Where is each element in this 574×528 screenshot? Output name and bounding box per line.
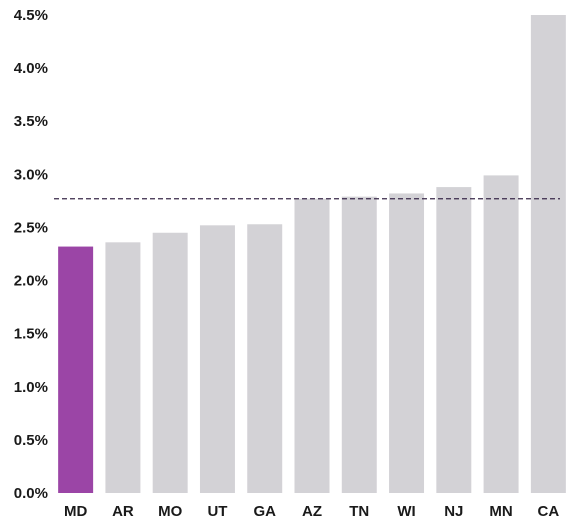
y-tick-label: 3.5% bbox=[14, 113, 48, 130]
bars bbox=[58, 15, 566, 493]
y-tick-label: 4.0% bbox=[14, 60, 48, 77]
y-tick-label: 1.5% bbox=[14, 326, 48, 343]
y-tick-label: 4.5% bbox=[14, 7, 48, 24]
bar-md bbox=[58, 246, 94, 493]
x-axis: MD AR MO UT GA AZ TN WI NJ MN CA bbox=[64, 503, 559, 520]
bar-ca bbox=[530, 15, 566, 493]
bar-az bbox=[294, 198, 330, 493]
bar-ar bbox=[105, 242, 141, 493]
x-tick-label-mn: MN bbox=[489, 503, 512, 520]
bar-wi bbox=[389, 193, 425, 493]
x-tick-label-az: AZ bbox=[302, 503, 322, 520]
x-tick-label-nj: NJ bbox=[444, 503, 463, 520]
bar-nj bbox=[436, 187, 472, 493]
y-tick-label: 3.0% bbox=[14, 166, 48, 183]
bar-ga bbox=[247, 224, 283, 493]
y-tick-label: 2.0% bbox=[14, 273, 48, 290]
bar-ut bbox=[199, 225, 235, 493]
y-tick-label: 2.5% bbox=[14, 219, 48, 236]
x-tick-label-ut: UT bbox=[207, 503, 227, 520]
y-tick-label: 0.5% bbox=[14, 432, 48, 449]
y-tick-label: 1.0% bbox=[14, 379, 48, 396]
y-axis: 0.0% 0.5% 1.0% 1.5% 2.0% 2.5% 3.0% 3.5% 4.0% 4.5% bbox=[14, 7, 48, 502]
x-tick-label-md: MD bbox=[64, 503, 87, 520]
x-tick-label-ga: GA bbox=[253, 503, 276, 520]
x-tick-label-tn: TN bbox=[349, 503, 369, 520]
x-tick-label-wi: WI bbox=[397, 503, 415, 520]
bar-mn bbox=[483, 175, 519, 493]
bar-tn bbox=[341, 196, 377, 493]
bar-mo bbox=[152, 232, 188, 493]
x-tick-label-ca: CA bbox=[538, 503, 560, 520]
y-tick-label: 0.0% bbox=[14, 485, 48, 502]
x-tick-label-mo: MO bbox=[158, 503, 182, 520]
x-tick-label-ar: AR bbox=[112, 503, 134, 520]
